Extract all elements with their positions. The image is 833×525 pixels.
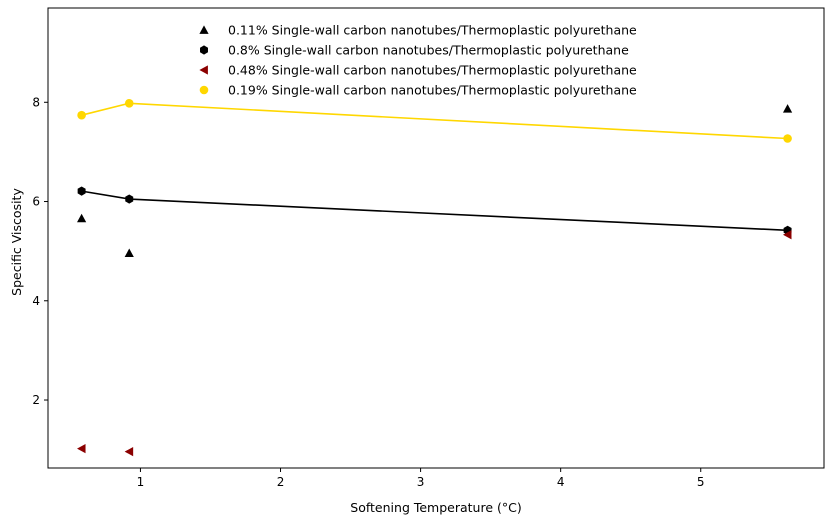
x-tick-label: 2 (277, 475, 285, 489)
y-tick-label: 4 (32, 294, 40, 308)
x-tick-label: 3 (417, 475, 425, 489)
y-tick-label: 6 (32, 195, 40, 209)
data-point-series-3 (77, 110, 86, 120)
x-tick-label: 5 (697, 475, 705, 489)
legend-label-1: 0.8% Single-wall carbon nanotubes/Thermo… (228, 43, 629, 58)
x-tick-label: 4 (557, 475, 565, 489)
data-point-series-0 (124, 248, 134, 258)
legend-marker-0 (199, 25, 209, 34)
x-tick-label: 1 (137, 475, 145, 489)
legend-label-3: 0.19% Single-wall carbon nanotubes/Therm… (228, 83, 637, 98)
data-point-series-2 (782, 230, 792, 240)
data-point-series-1 (77, 186, 86, 196)
legend-marker-3 (199, 85, 209, 95)
y-tick-label: 2 (32, 393, 40, 407)
legend-label-0: 0.11% Single-wall carbon nanotubes/Therm… (228, 23, 637, 38)
data-point-series-0 (77, 213, 87, 223)
legend-marker-1 (200, 45, 208, 55)
data-point-series-3 (124, 98, 134, 108)
legend-marker-2 (199, 65, 208, 75)
data-point-series-3 (783, 134, 792, 143)
data-point-series-2 (77, 444, 86, 454)
y-tick-label: 8 (32, 95, 40, 109)
x-axis-label: Softening Temperature (°C) (350, 500, 521, 515)
data-point-series-2 (124, 447, 134, 457)
legend-label-2: 0.48% Single-wall carbon nanotubes/Therm… (228, 63, 637, 78)
y-axis-label: Specific Viscosity (9, 188, 24, 296)
data-point-series-0 (782, 104, 793, 113)
data-point-series-1 (125, 194, 134, 204)
plot-area (47, 7, 825, 469)
